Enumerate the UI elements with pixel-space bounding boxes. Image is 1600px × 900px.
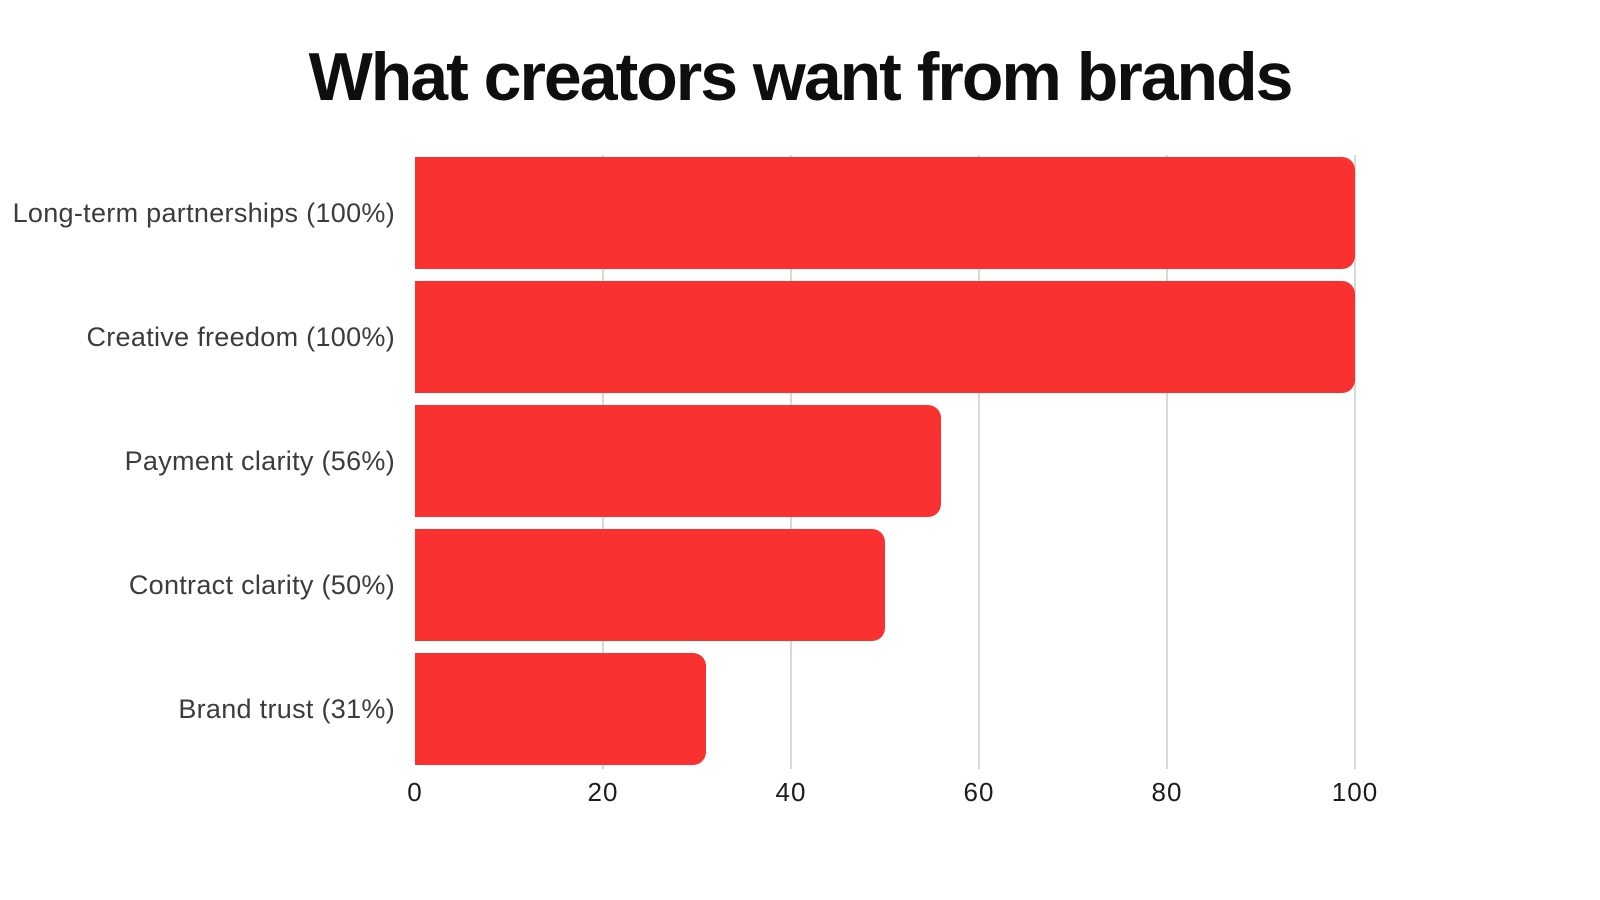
bar-row: Brand trust (31%)	[0, 653, 1600, 765]
bar-track	[415, 529, 1355, 641]
x-tick-label: 80	[1151, 777, 1183, 807]
gridline	[1354, 155, 1356, 769]
bar	[415, 653, 707, 765]
horizontal-bar-chart: Long-term partnerships (100%) Creative fr…	[0, 155, 1600, 855]
category-label: Brand trust (31%)	[178, 693, 395, 724]
bar-row: Creative freedom (100%)	[0, 281, 1600, 393]
bar	[415, 529, 885, 641]
bar-row: Long-term partnerships (100%)	[0, 157, 1600, 269]
bar-track	[415, 405, 1355, 517]
bar	[415, 281, 1355, 393]
x-axis: 0 20 40 60 80 100	[407, 777, 1377, 817]
x-tick-label: 0	[407, 777, 423, 807]
bar-track	[415, 653, 1355, 765]
x-tick-label: 60	[963, 777, 995, 807]
x-tick-label: 20	[587, 777, 619, 807]
category-label: Payment clarity (56%)	[124, 445, 395, 476]
gridline	[978, 155, 980, 769]
bar-row: Contract clarity (50%)	[0, 529, 1600, 641]
gridline	[1166, 155, 1168, 769]
category-label: Contract clarity (50%)	[128, 569, 395, 600]
x-tick-label: 100	[1331, 777, 1379, 807]
bar-row: Payment clarity (56%)	[0, 405, 1600, 517]
bar	[415, 157, 1355, 269]
category-label: Creative freedom (100%)	[86, 321, 395, 352]
bar-track	[415, 157, 1355, 269]
category-label: Long-term partnerships (100%)	[12, 197, 395, 228]
chart-title: What creators want from brands	[308, 39, 1294, 115]
bar-track	[415, 281, 1355, 393]
x-tick-label: 40	[775, 777, 807, 807]
bar-rows: Long-term partnerships (100%) Creative fr…	[0, 157, 1600, 765]
bar	[415, 405, 942, 517]
